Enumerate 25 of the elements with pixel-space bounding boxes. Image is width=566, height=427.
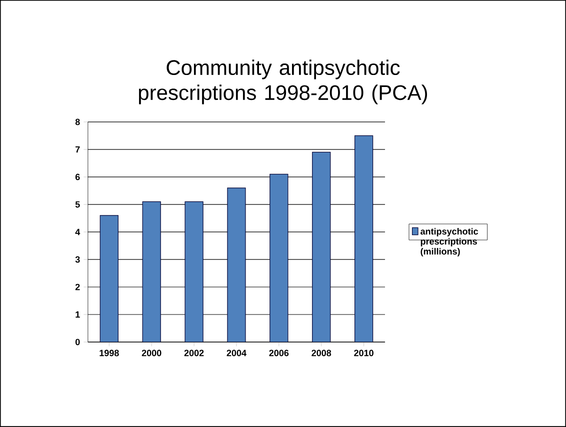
x-tick-label: 2008 [312, 350, 332, 356]
y-tick-label: 7 [76, 146, 80, 153]
y-tick-label: 1 [76, 311, 80, 318]
y-tick-label: 0 [75, 338, 80, 346]
y-tick-label: 4 [75, 228, 80, 236]
y-tick-label: 8 [75, 118, 80, 126]
x-tick-label: 2000 [142, 350, 162, 356]
bar [184, 201, 204, 342]
x-tick-label: 2004 [226, 350, 246, 356]
bar [100, 215, 118, 342]
chart-title: Community antipsychotic prescriptions 1998-2010 (PCA) [138, 60, 427, 104]
y-tick-label: 6 [75, 174, 80, 180]
x-tick-label: 2010 [354, 350, 374, 356]
y-tick-label: 5 [75, 201, 80, 208]
legend-label: antipsychotic prescriptions (millions) [420, 228, 478, 256]
bar [142, 201, 161, 342]
x-tick-label: 2006 [269, 350, 289, 356]
y-tick-label: 2 [75, 284, 80, 290]
bar [270, 174, 288, 342]
bar [354, 135, 374, 342]
y-tick-label: 3 [75, 256, 80, 263]
x-tick-label: 2002 [184, 350, 204, 356]
bar [312, 152, 331, 342]
x-tick-label: 1998 [100, 350, 119, 356]
bar [227, 188, 246, 342]
